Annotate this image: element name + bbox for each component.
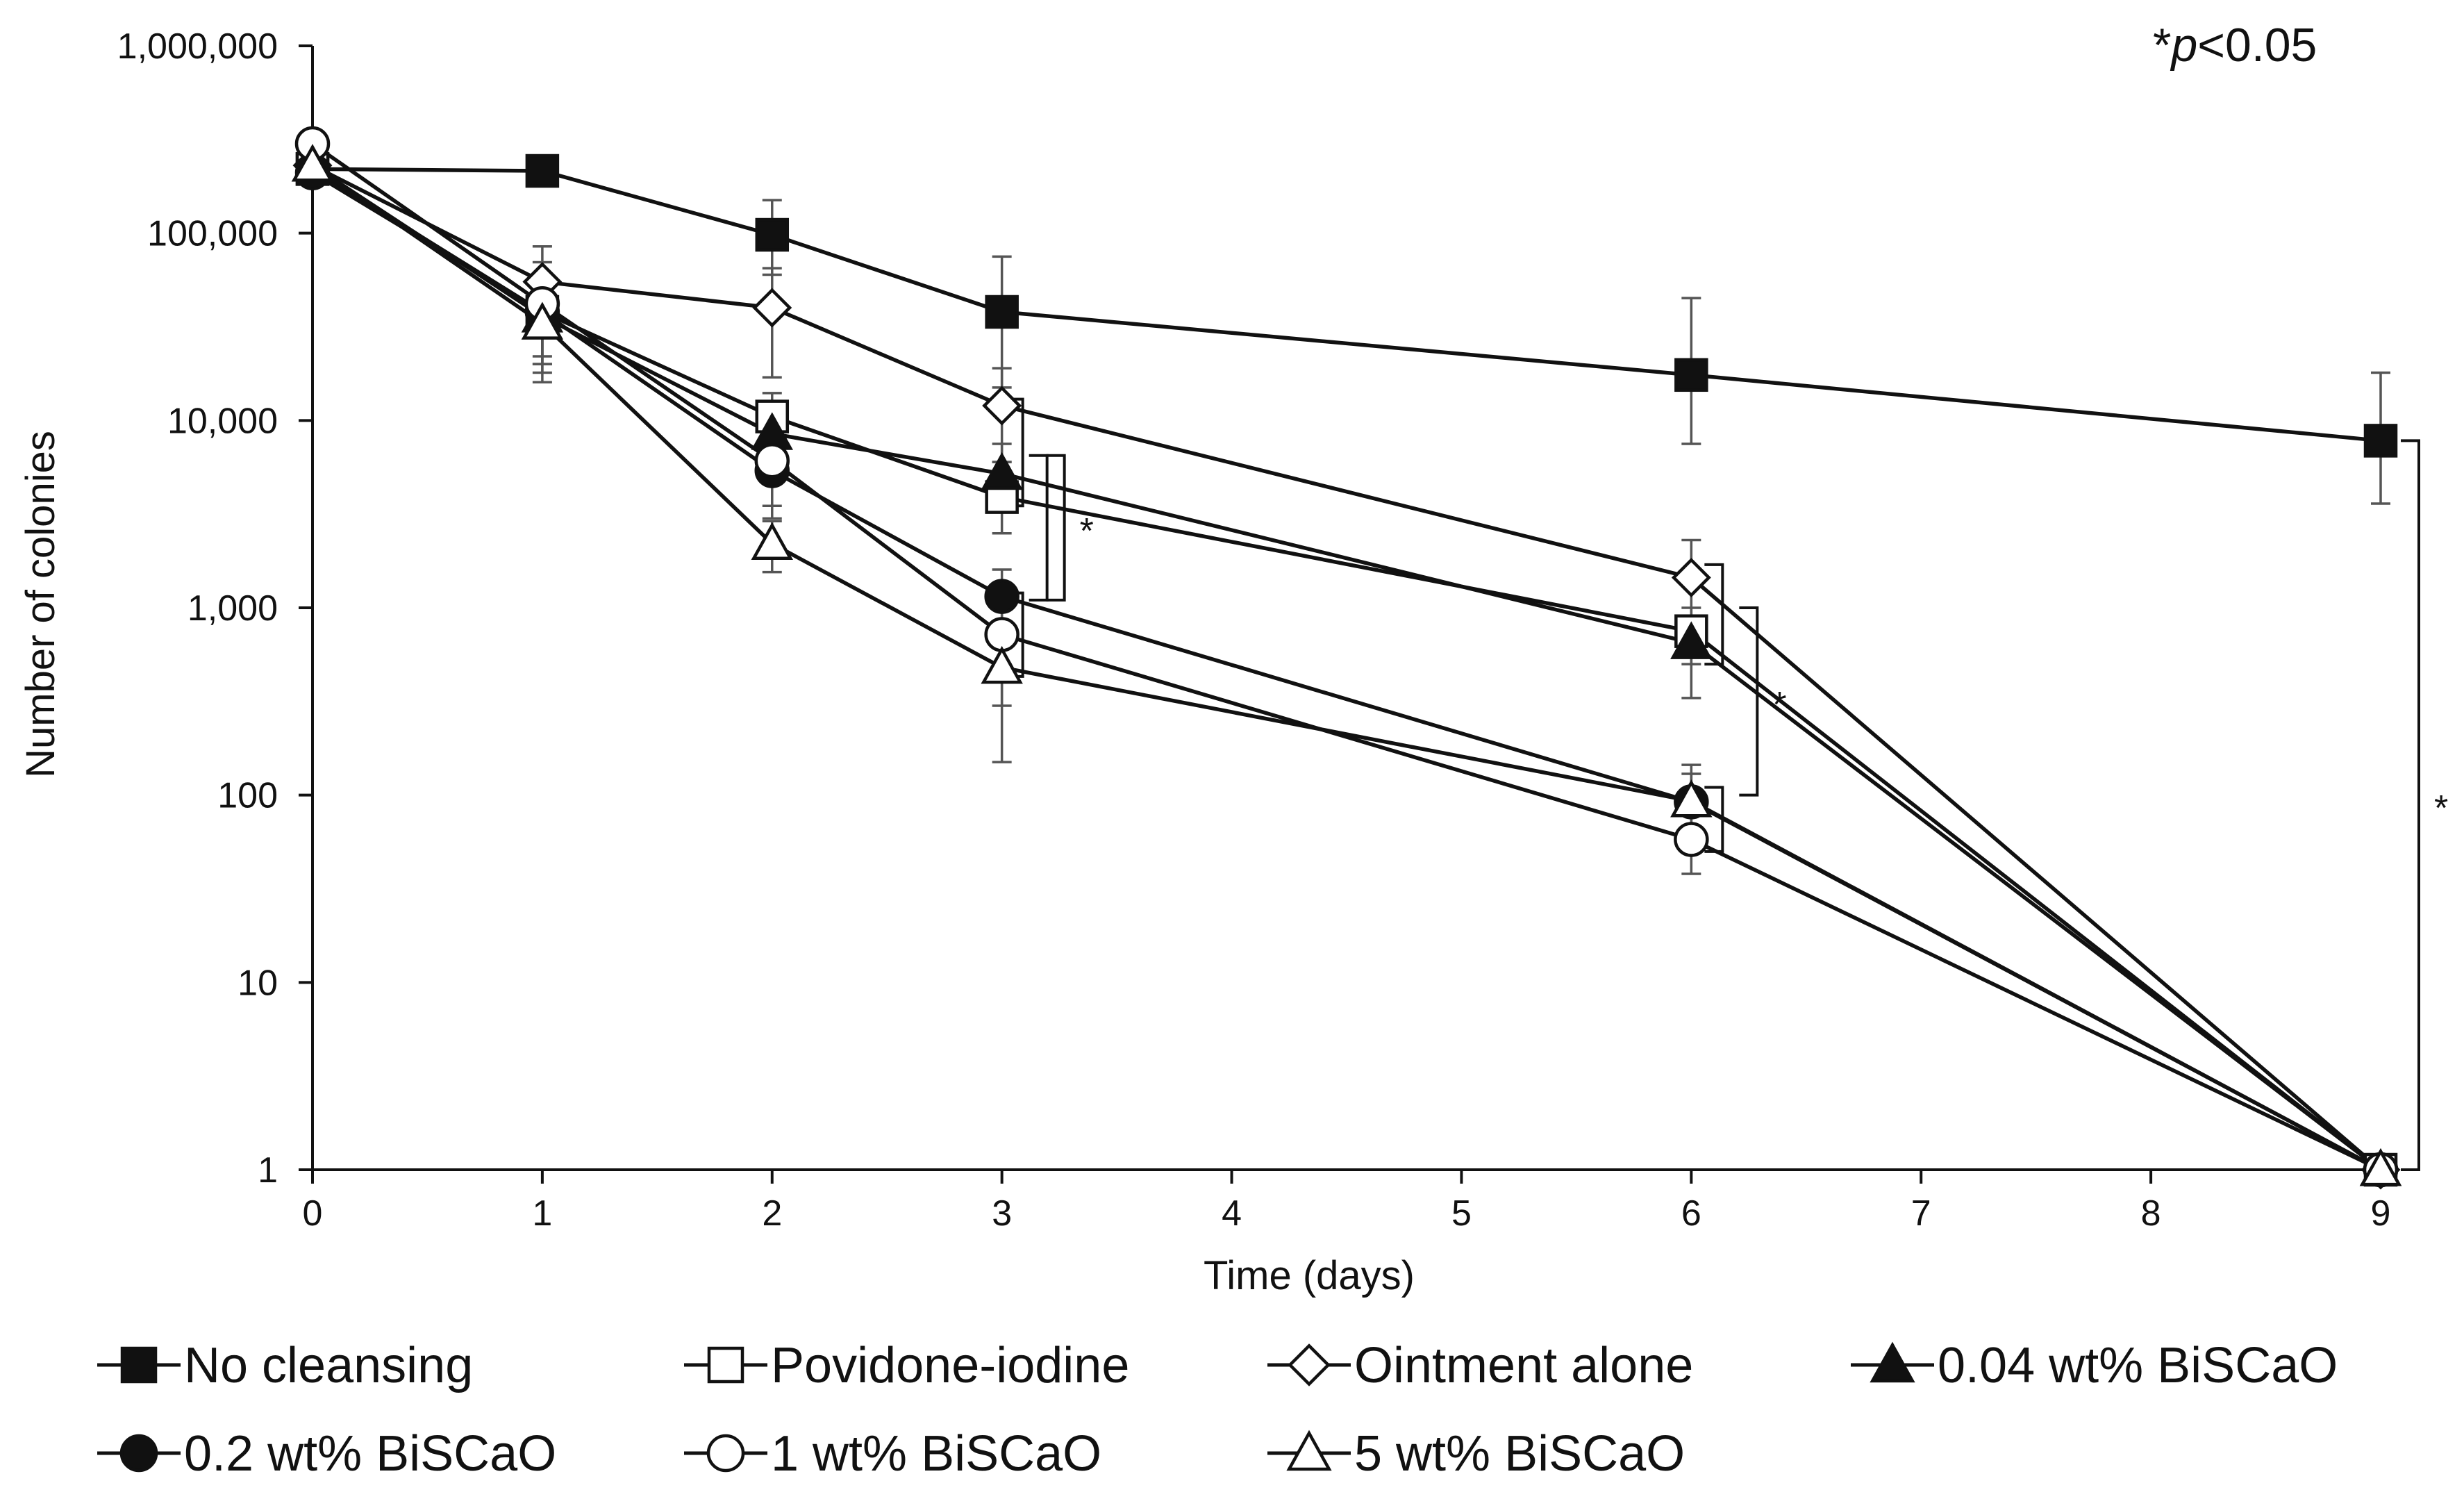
data-point-0-04-wt-biscao bbox=[981, 452, 1023, 490]
x-tick-label: 0 bbox=[303, 1193, 323, 1234]
legend-marker-5-wt-biscao bbox=[1286, 1430, 1332, 1471]
series-line-5-wt-biscao bbox=[311, 163, 2382, 1172]
y-tick-label: 1,000 bbox=[188, 588, 278, 629]
data-point-0-2-wt-biscao bbox=[984, 579, 1019, 614]
series-line-0-04-wt-biscao bbox=[311, 163, 2382, 1172]
data-point-5-wt-biscao bbox=[2359, 1148, 2402, 1186]
y-tick-label: 1 bbox=[258, 1150, 278, 1191]
legend-marker-ointment-alone bbox=[1288, 1343, 1331, 1386]
legend-marker-1-wt-biscao bbox=[706, 1434, 745, 1473]
data-point-no-cleansing bbox=[985, 295, 1019, 329]
legend-label-5-wt-biscao: 5 wt% BiSCaO bbox=[1354, 1426, 1685, 1482]
legend-marker-no-cleansing bbox=[120, 1346, 158, 1384]
significance-bracket bbox=[1704, 563, 1724, 666]
y-tick-label: 10 bbox=[238, 963, 278, 1003]
data-point-no-cleansing bbox=[525, 154, 560, 188]
significance-bracket bbox=[1029, 454, 1049, 602]
data-point-1-wt-biscao bbox=[984, 617, 1019, 652]
legend-label-no-cleansing: No cleansing bbox=[184, 1338, 473, 1393]
x-tick-label: 6 bbox=[1681, 1193, 1701, 1234]
legend-label-0-04-wt-biscao: 0.04 wt% BiSCaO bbox=[1938, 1338, 2338, 1393]
x-tick-label: 3 bbox=[992, 1193, 1012, 1234]
data-point-no-cleansing bbox=[1674, 358, 1708, 392]
significance-bracket bbox=[2401, 439, 2420, 1171]
series-lines-layer bbox=[311, 142, 2382, 1172]
series-line-ointment-alone bbox=[311, 163, 2382, 1172]
significance-note-p: p bbox=[2170, 19, 2197, 72]
data-point-ointment-alone bbox=[982, 386, 1022, 426]
x-axis-title: Time (days) bbox=[1204, 1253, 1415, 1298]
y-tick-label: 1,000,000 bbox=[117, 26, 278, 67]
series-markers-layer bbox=[291, 126, 2402, 1190]
legend-label-1-wt-biscao: 1 wt% BiSCaO bbox=[771, 1426, 1101, 1482]
data-point-5-wt-biscao bbox=[751, 522, 794, 561]
legend-label-0-2-wt-biscao: 0.2 wt% BiSCaO bbox=[184, 1426, 556, 1482]
significance-bracket bbox=[1739, 606, 1759, 797]
x-tick-label: 8 bbox=[2141, 1193, 2161, 1234]
y-axis-title: Number of colonies bbox=[18, 431, 63, 778]
legend: No cleansing Povidone-iodine Ointment alon… bbox=[97, 1338, 2338, 1482]
significance-bracket bbox=[1704, 786, 1724, 853]
series-line-1-wt-biscao bbox=[311, 142, 2382, 1172]
data-point-5-wt-biscao bbox=[291, 144, 334, 182]
x-tick-label: 4 bbox=[1222, 1193, 1242, 1234]
legend-marker-povidone-iodine bbox=[707, 1346, 744, 1384]
legend-label-povidone-iodine: Povidone-iodine bbox=[771, 1338, 1129, 1393]
significance-bracket bbox=[1046, 454, 1066, 602]
legend-marker-0-04-wt-biscao bbox=[1870, 1341, 1915, 1383]
data-point-ointment-alone bbox=[1671, 558, 1711, 597]
legend-label-ointment-alone: Ointment alone bbox=[1354, 1338, 1693, 1393]
significance-star: * bbox=[1772, 685, 1786, 725]
data-point-5-wt-biscao bbox=[521, 301, 564, 340]
y-tick-label: 100 bbox=[217, 776, 278, 816]
data-point-1-wt-biscao bbox=[754, 442, 790, 479]
significance-note-star: * bbox=[2153, 19, 2171, 72]
y-tick-label: 100,000 bbox=[147, 214, 278, 254]
x-tick-label: 9 bbox=[2371, 1193, 2391, 1234]
y-tick-label: 10,000 bbox=[167, 401, 278, 441]
data-point-no-cleansing bbox=[755, 217, 790, 252]
x-tick-label: 5 bbox=[1451, 1193, 1472, 1234]
data-point-5-wt-biscao bbox=[981, 645, 1023, 684]
data-point-0-04-wt-biscao bbox=[1670, 621, 1713, 659]
data-point-5-wt-biscao bbox=[1670, 779, 1713, 818]
significance-brackets-layer: * * * bbox=[1004, 397, 2448, 1171]
data-point-ointment-alone bbox=[752, 288, 792, 328]
significance-note: *p<0.05 bbox=[2153, 19, 2317, 72]
data-point-no-cleansing bbox=[2363, 424, 2398, 458]
x-tick-label: 7 bbox=[1911, 1193, 1931, 1234]
x-tick-label: 2 bbox=[762, 1193, 782, 1234]
legend-marker-0-2-wt-biscao bbox=[119, 1434, 158, 1473]
significance-note-threshold: <0.05 bbox=[2197, 19, 2317, 72]
significance-star: * bbox=[2434, 788, 2448, 829]
significance-star: * bbox=[1080, 511, 1094, 552]
series-line-no-cleansing bbox=[312, 167, 2381, 443]
x-tick-label: 1 bbox=[532, 1193, 552, 1234]
data-point-1-wt-biscao bbox=[1674, 822, 1709, 857]
